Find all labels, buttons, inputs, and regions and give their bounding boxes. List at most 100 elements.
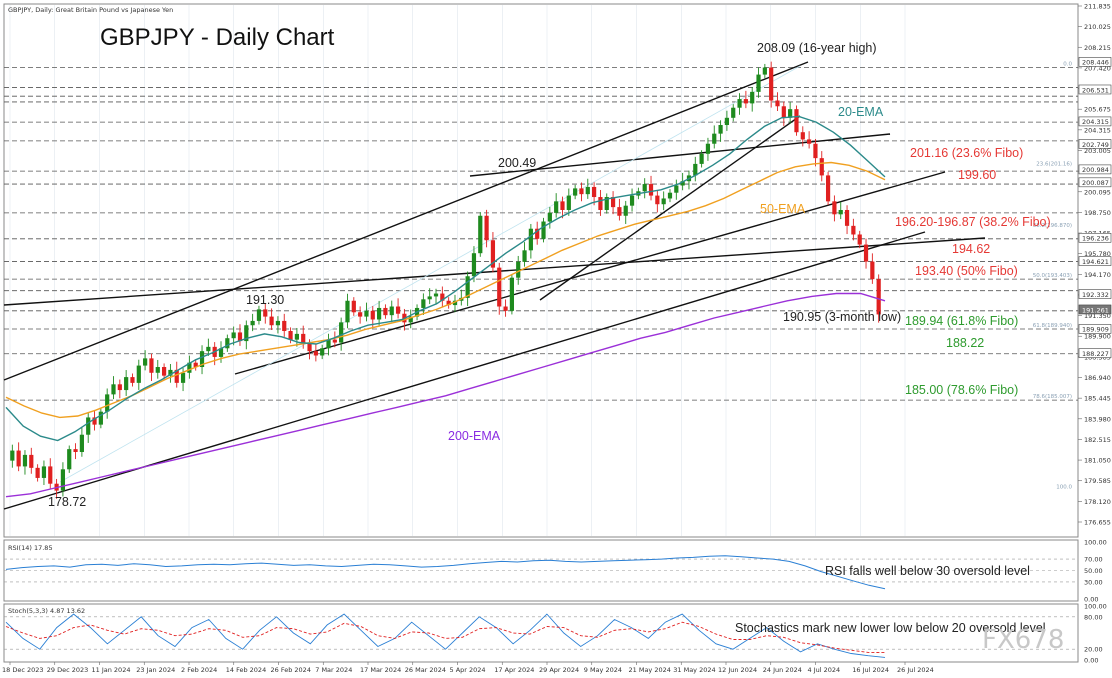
- price-tick-label: 198.750: [1084, 209, 1111, 217]
- candle-body: [421, 299, 426, 308]
- candle-body: [231, 332, 236, 339]
- price-tick-label: 176.655: [1084, 519, 1111, 527]
- main-panel: [3, 3, 1079, 538]
- candle-body: [161, 367, 167, 376]
- candle-body: [111, 384, 116, 395]
- candle-body: [800, 132, 805, 140]
- candle-body: [573, 188, 578, 196]
- candle-body: [218, 348, 224, 357]
- candle-body: [326, 339, 331, 349]
- candle-body: [535, 228, 540, 239]
- level-199-60: 199.60: [958, 168, 996, 182]
- candle-body: [807, 139, 812, 144]
- candle-body: [263, 309, 268, 317]
- candle-body: [358, 312, 363, 317]
- candle-body: [554, 201, 559, 213]
- ema-50-line: [5, 161, 886, 419]
- rsi-tick-label: 30.00: [1084, 578, 1103, 586]
- price-box: [1078, 116, 1112, 127]
- candle-body: [117, 384, 122, 391]
- candle-body: [143, 358, 148, 366]
- annotation-3-month-low: 190.95 (3-month low): [783, 310, 901, 324]
- candle-body: [863, 244, 869, 262]
- level-193-40: 193.40 (50% Fibo): [915, 264, 1018, 278]
- stoch-lines: 100.00 80.00 20.00 0.00: [4, 603, 1107, 665]
- price-box: [1078, 324, 1112, 334]
- date-tick-label: 31 May 2024: [673, 666, 715, 674]
- candle-body: [667, 192, 673, 199]
- annotation-191-30: 191.30: [246, 293, 284, 307]
- candle-body: [693, 163, 698, 176]
- label-200-ema: 200-EMA: [448, 429, 501, 443]
- short-uptrend-line: [539, 115, 801, 301]
- candle-body: [623, 205, 628, 216]
- support-trendline: [3, 237, 986, 306]
- date-tick-label: 29 Apr 2024: [539, 666, 579, 674]
- candle-body: [199, 351, 205, 368]
- candle-body: [275, 320, 281, 326]
- candle-body: [857, 234, 862, 245]
- candle-body: [497, 267, 502, 307]
- candle-body: [724, 117, 730, 126]
- rsi-line: [5, 555, 886, 590]
- candle-body: [598, 197, 603, 210]
- fibo-label: 50.0(193.403): [1033, 273, 1072, 279]
- candle-body: [383, 307, 388, 316]
- price-box: [1078, 84, 1112, 95]
- candle-body: [604, 197, 609, 210]
- stoch-tick-label: 0.00: [1084, 657, 1098, 665]
- candle-body: [244, 325, 249, 342]
- candle-body: [73, 449, 78, 453]
- horizontal-levels: [4, 67, 1078, 401]
- candle-body: [168, 369, 173, 376]
- price-box-label: 202.749: [1082, 141, 1109, 149]
- chart-title: GBPJPY - Daily Chart: [100, 24, 335, 51]
- fibo-label: 38.2(196.870): [1033, 223, 1072, 229]
- candle-body: [351, 300, 356, 313]
- candle-body: [566, 195, 571, 210]
- label-20-ema: 20-EMA: [838, 105, 884, 119]
- candle-body: [105, 394, 110, 412]
- candle-body: [294, 333, 299, 340]
- rsi-tick-label: 100.00: [1084, 539, 1107, 547]
- price-box: [1078, 304, 1112, 315]
- stoch-tick-label: 100.00: [1084, 603, 1107, 611]
- candle-body: [389, 306, 394, 316]
- rsi-title: RSI(14) 17.85: [8, 544, 53, 552]
- price-tick-label: 207.420: [1084, 64, 1111, 72]
- candle-body: [313, 351, 318, 356]
- candle-body: [370, 310, 375, 320]
- price-box: [1078, 57, 1112, 67]
- fibo-label: 0.0: [1063, 62, 1072, 68]
- stoch-panel: [3, 603, 1079, 663]
- price-box-label: 206.531: [1082, 86, 1109, 94]
- candle-body: [838, 209, 843, 215]
- price-box-label: 192.332: [1082, 291, 1109, 299]
- price-label-boxes: 208.446 206.531 204.315 202.749 200.984 200.0…: [1078, 57, 1112, 358]
- date-tick-label: 5 Apr 2024: [450, 666, 486, 674]
- candle-body: [610, 197, 616, 208]
- candle-body: [364, 310, 369, 317]
- price-tick-label: 179.585: [1084, 477, 1111, 485]
- candle-body: [237, 332, 243, 342]
- candle-body: [408, 316, 413, 323]
- price-box-label: 196.236: [1082, 235, 1109, 243]
- candle-body: [86, 417, 91, 435]
- candle-body: [440, 293, 445, 301]
- upper-channel-line: [3, 61, 809, 381]
- candle-body: [35, 467, 40, 478]
- stoch-tick-label: 80.00: [1084, 613, 1103, 621]
- date-tick-label: 12 Jun 2024: [718, 666, 757, 674]
- date-tick-label: 17 Mar 2024: [360, 666, 401, 674]
- candle-body: [206, 346, 211, 352]
- price-tick-label: 185.445: [1084, 395, 1111, 403]
- price-tick-label: 204.315: [1084, 126, 1111, 134]
- candle-body: [16, 450, 21, 467]
- date-tick-label: 2 Feb 2024: [181, 666, 217, 674]
- candle-body: [851, 225, 856, 235]
- candle-body: [490, 240, 496, 268]
- candle-body: [585, 186, 590, 195]
- date-tick-label: 18 Dec 2023: [2, 666, 44, 674]
- candle-body: [674, 185, 679, 193]
